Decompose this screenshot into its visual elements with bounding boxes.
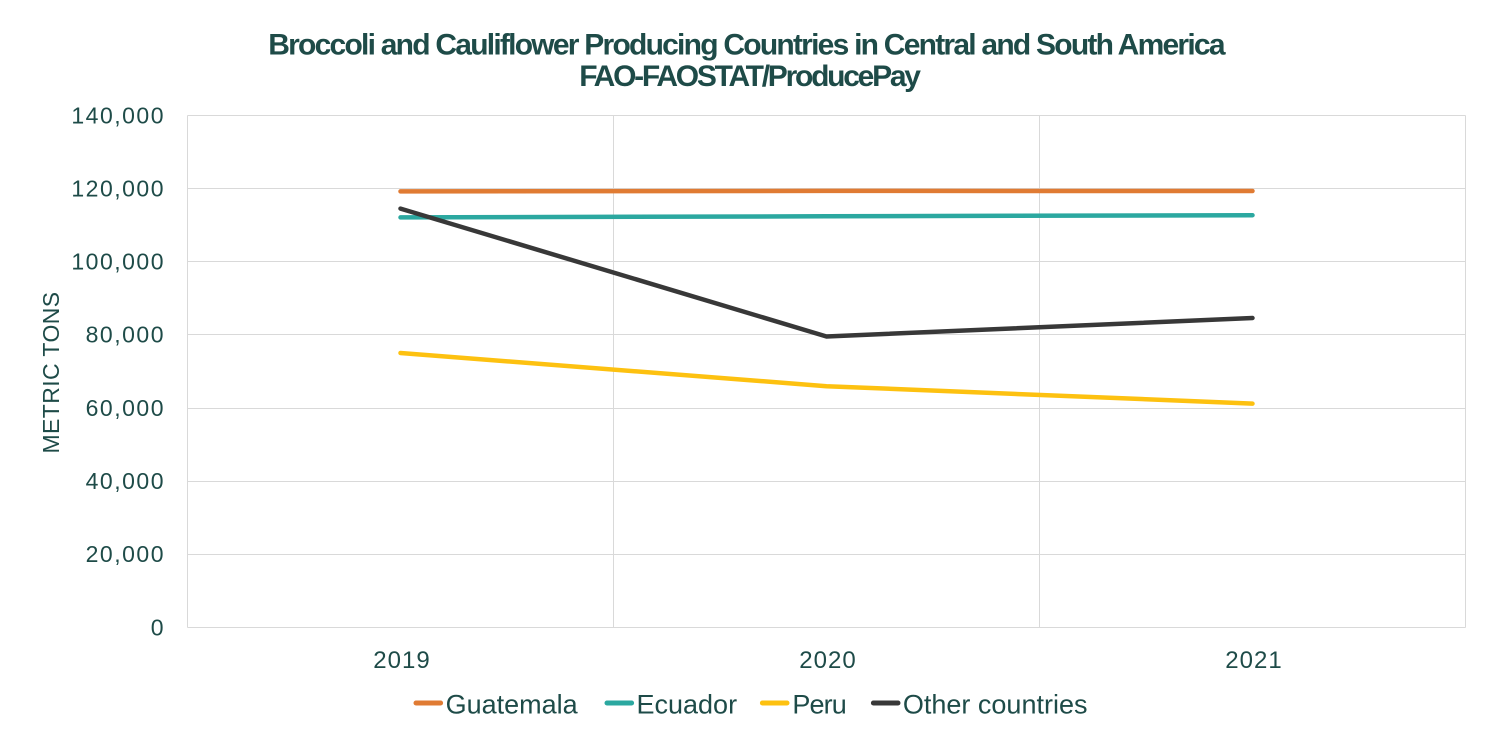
svg-text:140,000: 140,000 [71,102,165,128]
svg-text:Peru: Peru [792,690,845,720]
svg-text:2020: 2020 [799,647,856,674]
svg-text:40,000: 40,000 [86,468,165,494]
svg-text:100,000: 100,000 [71,249,165,275]
svg-text:FAO-FAOSTAT/ProducePay: FAO-FAOSTAT/ProducePay [579,60,921,93]
svg-text:Broccoli and Cauliflower Produ: Broccoli and Cauliflower Producing Count… [268,29,1226,62]
svg-text:Guatemala: Guatemala [446,690,579,720]
svg-text:20,000: 20,000 [86,541,165,567]
svg-text:2019: 2019 [373,647,430,674]
svg-text:METRIC TONS: METRIC TONS [38,291,64,453]
svg-text:80,000: 80,000 [86,322,165,348]
svg-text:120,000: 120,000 [71,175,165,201]
svg-text:2021: 2021 [1225,647,1282,674]
svg-text:0: 0 [151,614,165,640]
svg-text:60,000: 60,000 [86,395,165,421]
svg-text:Ecuador: Ecuador [637,690,738,720]
svg-text:Other countries: Other countries [903,690,1088,720]
